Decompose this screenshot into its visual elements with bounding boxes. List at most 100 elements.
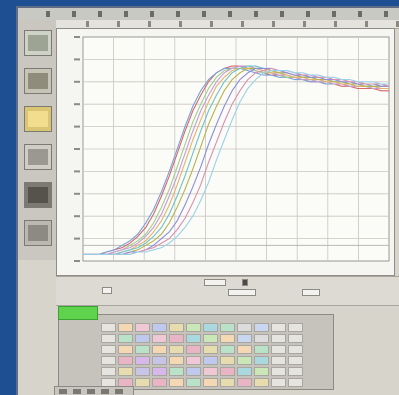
menu-item[interactable] [202, 11, 206, 17]
menu-item[interactable] [150, 11, 154, 17]
plate-well[interactable] [118, 345, 133, 354]
plate-well[interactable] [220, 345, 235, 354]
plate-well[interactable] [237, 345, 252, 354]
menu-item[interactable] [124, 11, 128, 17]
plate-well[interactable] [288, 356, 303, 365]
plate-well[interactable] [101, 334, 116, 343]
plate-well[interactable] [203, 345, 218, 354]
plate-well[interactable] [271, 356, 286, 365]
menu-item[interactable] [306, 11, 310, 17]
menu-item[interactable] [228, 11, 232, 17]
plate-well[interactable] [220, 378, 235, 387]
plate-well[interactable] [135, 345, 150, 354]
menu-item[interactable] [176, 11, 180, 17]
plate-well[interactable] [118, 367, 133, 376]
plate-well[interactable] [135, 378, 150, 387]
plate-well[interactable] [118, 323, 133, 332]
plate-well[interactable] [169, 334, 184, 343]
plate-well[interactable] [220, 334, 235, 343]
plate-well[interactable] [169, 367, 184, 376]
bottom-toolbar-button[interactable] [87, 389, 95, 394]
plate-well[interactable] [186, 356, 201, 365]
plate-well[interactable] [118, 356, 133, 365]
plate-well[interactable] [186, 345, 201, 354]
plate-well[interactable] [135, 356, 150, 365]
plate-well[interactable] [271, 345, 286, 354]
bottom-toolbar-button[interactable] [59, 389, 67, 394]
plate-well[interactable] [135, 334, 150, 343]
plate-well[interactable] [135, 323, 150, 332]
toolbar-field-3[interactable] [228, 289, 256, 296]
plate-well[interactable] [101, 345, 116, 354]
plate-well[interactable] [186, 378, 201, 387]
view-thumb-2[interactable] [24, 68, 52, 94]
bottom-toolbar-button[interactable] [73, 389, 81, 394]
menu-item[interactable] [384, 11, 388, 17]
plate-well[interactable] [169, 356, 184, 365]
plate-well[interactable] [186, 367, 201, 376]
plate-well[interactable] [237, 334, 252, 343]
plate-well[interactable] [118, 334, 133, 343]
plate-well[interactable] [288, 334, 303, 343]
plate-well[interactable] [254, 345, 269, 354]
plate-well[interactable] [203, 367, 218, 376]
view-thumb-1[interactable] [24, 30, 52, 56]
plate-well[interactable] [237, 356, 252, 365]
toolbar-field-5[interactable] [302, 289, 320, 296]
menu-item[interactable] [332, 11, 336, 17]
view-thumb-3[interactable] [24, 106, 52, 132]
plate-well[interactable] [237, 323, 252, 332]
plate-well[interactable] [203, 334, 218, 343]
plate-well[interactable] [152, 367, 167, 376]
plate-well[interactable] [169, 323, 184, 332]
plate-well[interactable] [288, 323, 303, 332]
plate-well[interactable] [220, 367, 235, 376]
menu-item[interactable] [98, 11, 102, 17]
plate-well[interactable] [288, 378, 303, 387]
plate-well[interactable] [254, 356, 269, 365]
plate-well[interactable] [203, 356, 218, 365]
bottom-toolbar-button[interactable] [101, 389, 109, 394]
plate-well[interactable] [271, 334, 286, 343]
menu-item[interactable] [72, 11, 76, 17]
plate-well[interactable] [152, 378, 167, 387]
plate-well[interactable] [101, 356, 116, 365]
bottom-toolbar-button[interactable] [115, 389, 123, 394]
plate-well[interactable] [288, 345, 303, 354]
plate-well[interactable] [220, 356, 235, 365]
plate-well[interactable] [186, 323, 201, 332]
plate-well[interactable] [271, 378, 286, 387]
menu-item[interactable] [254, 11, 258, 17]
toolbar-field-1[interactable] [102, 287, 112, 294]
plate-well[interactable] [237, 367, 252, 376]
view-thumb-5[interactable] [24, 182, 52, 208]
plate-well[interactable] [186, 334, 201, 343]
plate-well[interactable] [254, 334, 269, 343]
plate-well[interactable] [203, 378, 218, 387]
plate-well[interactable] [169, 345, 184, 354]
plate-well[interactable] [220, 323, 235, 332]
toolbar-field-2[interactable] [204, 279, 226, 286]
plate-well[interactable] [135, 367, 150, 376]
plate-well[interactable] [271, 323, 286, 332]
plate-well[interactable] [152, 334, 167, 343]
view-thumb-6[interactable] [24, 220, 52, 246]
view-thumb-4[interactable] [24, 144, 52, 170]
plate-well[interactable] [271, 367, 286, 376]
plate-well[interactable] [254, 323, 269, 332]
plate-well[interactable] [288, 367, 303, 376]
plate-well[interactable] [254, 378, 269, 387]
toolbar-field-4[interactable] [242, 279, 248, 286]
plate-well[interactable] [169, 378, 184, 387]
plate-well[interactable] [152, 345, 167, 354]
menu-item[interactable] [280, 11, 284, 17]
plate-well[interactable] [152, 356, 167, 365]
plate-well[interactable] [101, 367, 116, 376]
plate-well[interactable] [152, 323, 167, 332]
menu-item[interactable] [358, 11, 362, 17]
plate-well[interactable] [254, 367, 269, 376]
plate-well[interactable] [203, 323, 218, 332]
plate-well[interactable] [101, 323, 116, 332]
menu-item[interactable] [46, 11, 50, 17]
plate-well[interactable] [237, 378, 252, 387]
